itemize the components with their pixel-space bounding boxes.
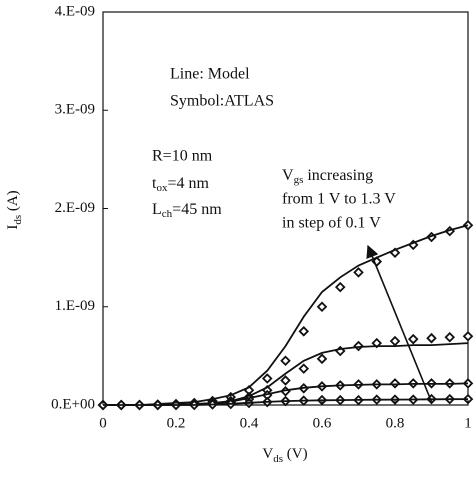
atlas-marker bbox=[389, 335, 401, 347]
atlas-marker bbox=[316, 301, 328, 313]
atlas-marker bbox=[280, 375, 291, 386]
atlas-marker bbox=[334, 281, 346, 293]
atlas-marker bbox=[261, 373, 273, 384]
annotation: tox=4 nm bbox=[152, 175, 209, 194]
x-tick-label: 0.8 bbox=[386, 415, 405, 431]
y-tick-label: 1.E-09 bbox=[55, 298, 95, 314]
arrow bbox=[366, 244, 433, 404]
atlas-marker bbox=[426, 332, 437, 344]
atlas-marker bbox=[462, 330, 474, 342]
x-tick-label: 0.4 bbox=[240, 415, 259, 431]
y-tick-label: 3.E-09 bbox=[55, 102, 95, 118]
atlas-marker bbox=[389, 378, 401, 389]
annotation: Lch=45 nm bbox=[152, 201, 222, 220]
x-tick-label: 0.6 bbox=[313, 415, 332, 431]
atlas-marker bbox=[298, 326, 310, 337]
model-line bbox=[103, 224, 469, 406]
x-tick-label: 1 bbox=[464, 415, 472, 431]
atlas-marker bbox=[371, 337, 383, 349]
y-tick-label: 2.E-09 bbox=[55, 200, 95, 216]
atlas-marker bbox=[316, 353, 328, 365]
model-line bbox=[103, 398, 469, 406]
atlas-marker bbox=[407, 333, 419, 345]
x-axis-label: Vds (V) bbox=[262, 446, 307, 464]
atlas-marker bbox=[462, 378, 474, 389]
y-tick-label: 0.E+00 bbox=[51, 396, 95, 412]
atlas-marker bbox=[353, 267, 364, 278]
annotation: Symbol:ATLAS bbox=[170, 93, 274, 110]
annotation: Vgs increasing bbox=[282, 167, 373, 186]
x-tick-label: 0.2 bbox=[167, 415, 186, 431]
y-tick-label: 4.E-09 bbox=[55, 3, 95, 19]
annotation: in step of 0.1 V bbox=[282, 215, 381, 232]
annotation: from 1 V to 1.3 V bbox=[282, 191, 396, 208]
atlas-marker bbox=[280, 355, 291, 367]
atlas-marker bbox=[444, 331, 456, 343]
annotation: Line: Model bbox=[170, 66, 250, 83]
annotation: R=10 nm bbox=[152, 148, 213, 165]
x-tick-label: 0 bbox=[99, 415, 107, 431]
atlas-marker bbox=[298, 363, 310, 374]
y-axis-label: Ids (A) bbox=[5, 190, 23, 229]
